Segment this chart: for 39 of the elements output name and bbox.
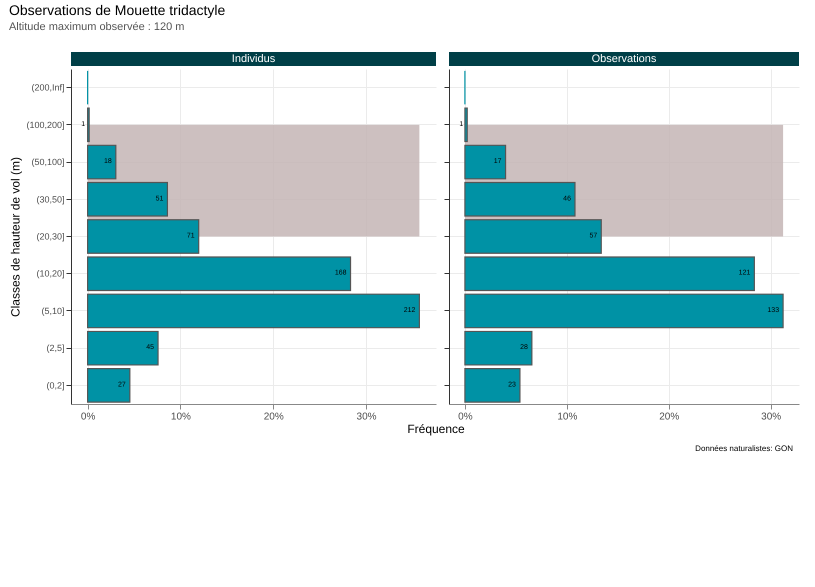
chart-title: Individus — [232, 53, 276, 65]
y-tick-label: (10,20] — [36, 268, 64, 279]
x-axis-title: Fréquence — [407, 422, 466, 436]
y-tick-label: (0,2] — [46, 380, 64, 390]
bar — [464, 330, 532, 366]
bar — [464, 107, 468, 142]
bar — [464, 294, 784, 328]
text: Données naturalistes: GON — [695, 444, 794, 453]
y-tick-label: (5,10] — [41, 306, 64, 316]
bar — [87, 294, 420, 328]
text: Altitude maximum observée : 120 m — [8, 21, 184, 33]
x-tick-label: 30% — [356, 412, 377, 422]
chart-title: Observations — [592, 53, 657, 65]
x-tick-label: 10% — [557, 412, 578, 422]
bar — [464, 182, 576, 217]
bar — [464, 144, 506, 180]
y-tick-label: (200,Inf] — [31, 82, 64, 93]
x-tick-label: 10% — [170, 412, 192, 422]
bar — [464, 256, 755, 292]
bar — [87, 219, 200, 254]
bar — [87, 256, 352, 292]
y-tick-label: (100,200] — [26, 120, 64, 130]
y-tick-label: (50,100] — [31, 157, 64, 168]
bar — [464, 219, 602, 254]
x-tick-label: 30% — [761, 412, 782, 422]
bar — [87, 144, 116, 180]
bar — [87, 330, 159, 366]
y-tick-label: (20,30] — [36, 232, 64, 242]
x-tick-label: 0% — [80, 412, 96, 422]
y-tick-label: (2,5] — [46, 343, 64, 354]
y-tick-label: (30,50] — [36, 194, 64, 204]
bar — [87, 368, 130, 403]
x-tick-label: 20% — [264, 412, 284, 422]
bar — [464, 368, 521, 403]
x-tick-label: 0% — [458, 412, 473, 422]
x-tick-label: 20% — [659, 412, 680, 422]
bar — [87, 182, 168, 217]
y-axis-title: Classes de hauteur de vol (m) — [8, 156, 22, 318]
text: Observations de Mouette tridactyle — [8, 2, 226, 18]
